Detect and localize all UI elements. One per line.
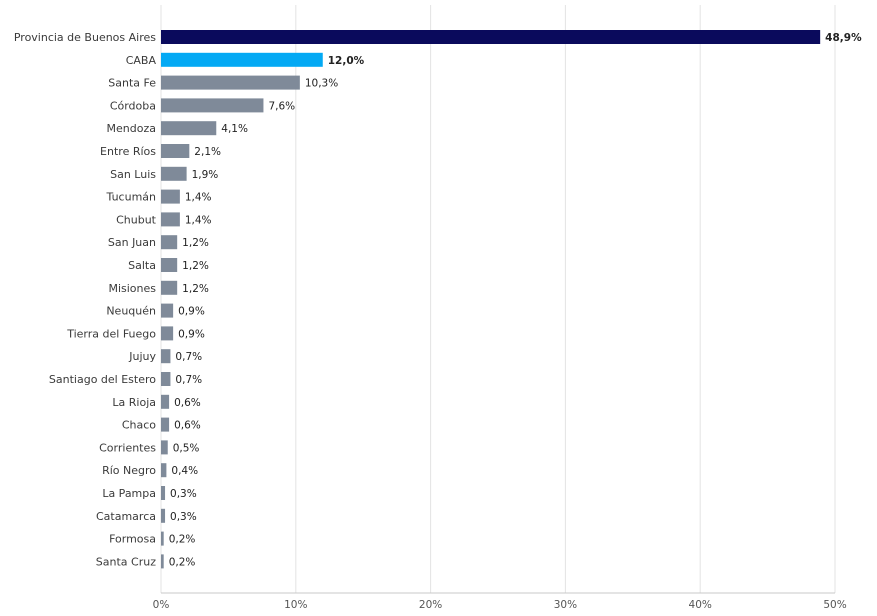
value-label: 12,0%: [328, 55, 365, 67]
value-label: 0,2%: [169, 534, 196, 546]
bar: [161, 303, 174, 318]
bar: [161, 417, 170, 432]
x-axis-ticks: 0% 10% 20% 30% 40% 50%: [153, 599, 847, 611]
category-label: Tucumán: [106, 191, 156, 204]
category-label: Santa Cruz: [96, 555, 156, 568]
bar: [161, 486, 166, 500]
bar: [161, 30, 821, 44]
bar: [161, 326, 174, 341]
category-label: Santiago del Estero: [49, 373, 156, 386]
value-label: 7,6%: [268, 100, 295, 112]
category-label: Catamarca: [96, 510, 156, 523]
bar: [161, 349, 171, 364]
category-label: San Juan: [108, 236, 156, 249]
x-tick-label: 10%: [284, 599, 307, 611]
value-label: 2,1%: [194, 146, 221, 158]
bar: [161, 531, 164, 546]
bar: [161, 440, 168, 455]
value-label: 0,9%: [178, 306, 205, 318]
bar: [161, 75, 300, 90]
value-label: 1,4%: [185, 214, 212, 226]
category-label: San Luis: [110, 168, 156, 181]
value-label: 0,7%: [175, 351, 202, 363]
category-labels: Provincia de Buenos Aires CABA Santa Fe Cór…: [14, 31, 157, 568]
bar: [161, 166, 187, 181]
category-label: Santa Fe: [108, 77, 156, 90]
category-label: Formosa: [109, 533, 156, 546]
category-label: Jujuy: [128, 350, 156, 363]
x-tick-label: 20%: [419, 599, 442, 611]
value-label: 1,2%: [182, 283, 209, 295]
bar: [161, 52, 323, 67]
value-label: 4,1%: [221, 123, 248, 135]
category-label: Río Negro: [102, 464, 156, 477]
grid-lines: [160, 5, 836, 594]
value-label: 0,6%: [174, 397, 201, 409]
x-tick-label: 40%: [689, 599, 712, 611]
category-label: Chubut: [116, 213, 157, 226]
category-label: Chaco: [122, 419, 156, 432]
value-label: 1,9%: [192, 169, 219, 181]
bar: [161, 372, 171, 386]
bar: [161, 98, 264, 113]
value-label: 0,5%: [173, 442, 200, 454]
category-label: La Rioja: [112, 396, 156, 409]
bar: [161, 212, 180, 227]
bar: [161, 258, 178, 272]
category-label: Corrientes: [99, 441, 156, 454]
value-label: 0,4%: [171, 465, 198, 477]
bar: [161, 235, 178, 250]
value-label: 0,7%: [175, 374, 202, 386]
category-label: CABA: [126, 54, 157, 67]
x-tick-label: 30%: [554, 599, 577, 611]
bar: [161, 554, 164, 569]
category-label: Entre Ríos: [100, 145, 156, 158]
category-label: Córdoba: [110, 99, 156, 112]
bar: [161, 121, 217, 136]
value-label: 0,3%: [170, 511, 197, 523]
value-label: 1,4%: [185, 192, 212, 204]
value-label: 0,9%: [178, 328, 205, 340]
value-label: 0,6%: [174, 420, 201, 432]
category-label: Salta: [128, 259, 156, 272]
bar: [161, 144, 190, 158]
category-label: Misiones: [108, 282, 156, 295]
category-label: Neuquén: [106, 305, 156, 318]
value-label: 0,3%: [170, 488, 197, 500]
x-tick-label: 0%: [153, 599, 170, 611]
value-label: 0,2%: [169, 556, 196, 568]
x-tick-label: 50%: [823, 599, 846, 611]
category-label: Tierra del Fuego: [66, 327, 156, 340]
bar: [161, 189, 180, 204]
value-labels: 48,9% 12,0% 10,3% 7,6% 4,1%2,1% 1,9% 1,4% 1,4% 1…: [169, 32, 862, 568]
value-label: 1,2%: [182, 260, 209, 272]
bar: [161, 463, 167, 478]
bar: [161, 394, 170, 409]
category-label: Provincia de Buenos Aires: [14, 31, 156, 44]
bar: [161, 280, 178, 295]
category-label: La Pampa: [102, 487, 156, 500]
bars: [161, 30, 821, 569]
bar: [161, 508, 166, 523]
value-label: 1,2%: [182, 237, 209, 249]
value-label: 48,9%: [825, 32, 862, 44]
value-label: 10,3%: [305, 78, 338, 90]
category-label: Mendoza: [107, 122, 156, 135]
